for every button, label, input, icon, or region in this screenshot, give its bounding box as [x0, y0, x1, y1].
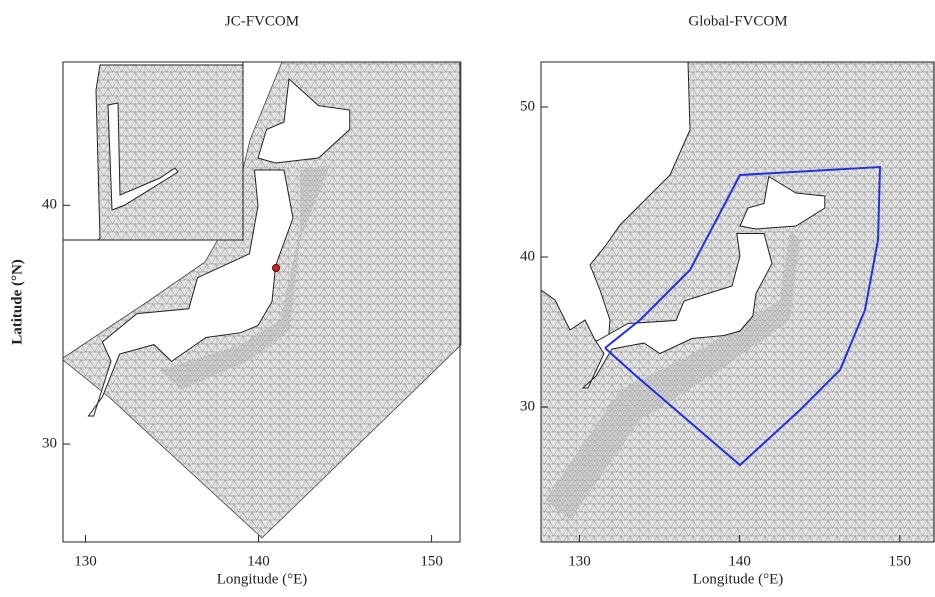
y-tick-label: 30: [42, 436, 57, 452]
right-map: [541, 62, 935, 542]
site-marker: [273, 265, 280, 272]
y-tick-label: 40: [42, 197, 57, 213]
figure: JC-FVCOM Longitude (°E) Latitude (°N) 130 14…: [0, 0, 935, 597]
left-map: [63, 62, 461, 538]
x-axis-label: Longitude (°E): [693, 571, 784, 587]
x-axis-label: Longitude (°E): [217, 571, 308, 587]
y-tick-label: 30: [520, 398, 535, 414]
panel-title: Global-FVCOM: [688, 13, 787, 29]
x-tick-label: 150: [889, 553, 912, 569]
x-tick-label: 140: [728, 553, 751, 569]
x-tick-label: 130: [568, 553, 591, 569]
x-tick-label: 130: [74, 553, 97, 569]
y-tick-label: 50: [520, 98, 535, 114]
x-tick-label: 140: [247, 553, 270, 569]
panel-title: JC-FVCOM: [225, 13, 299, 29]
x-tick-label: 150: [420, 553, 443, 569]
y-tick-label: 40: [520, 248, 535, 264]
y-axis-label: Latitude (°N): [9, 259, 25, 345]
